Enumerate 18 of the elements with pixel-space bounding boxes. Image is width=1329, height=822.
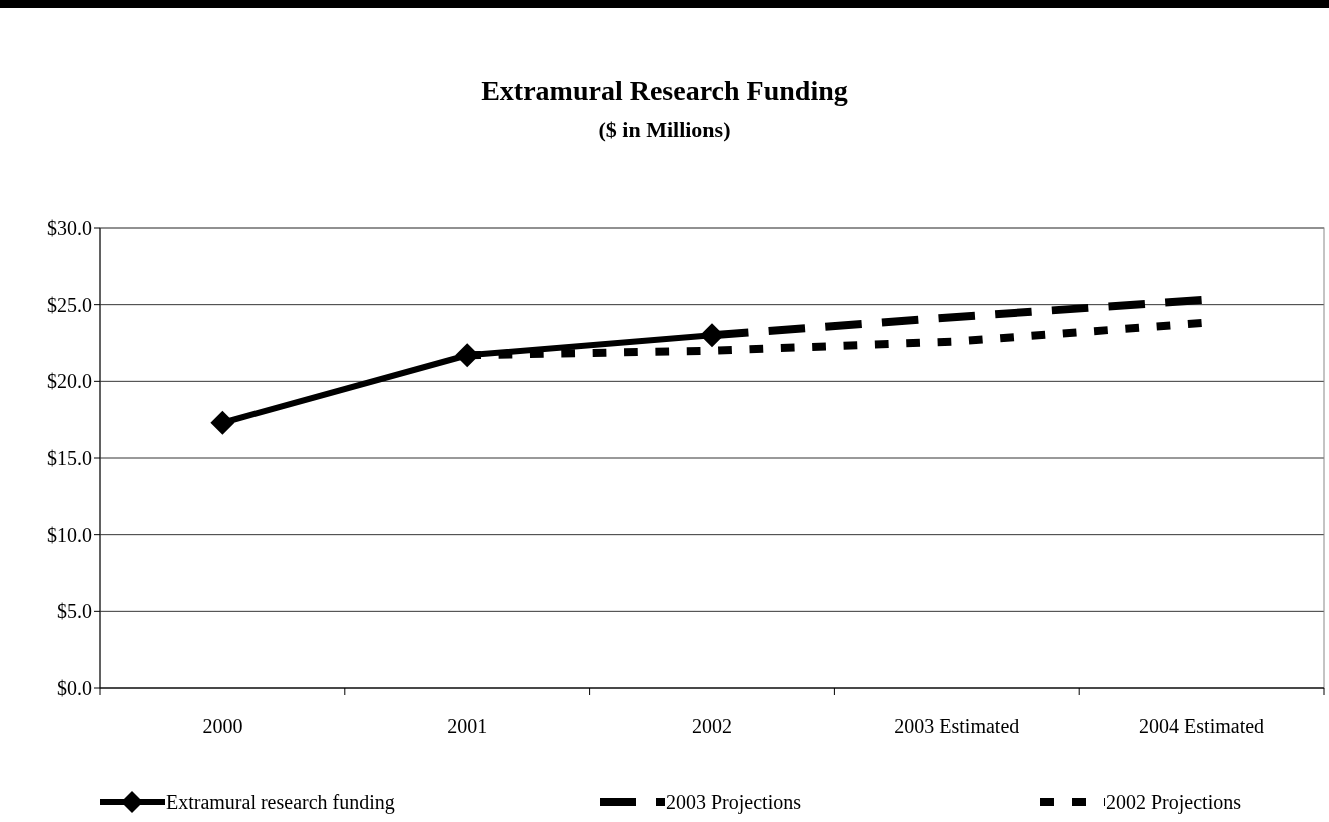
chart-subtitle: ($ in Millions): [598, 117, 731, 142]
x-tick-label: 2004 Estimated: [1139, 715, 1265, 737]
chart-title: Extramural Research Funding: [481, 75, 848, 106]
point: [210, 410, 235, 435]
y-tick-label: $25.0: [47, 293, 92, 316]
x-tick-label: 2000: [202, 715, 243, 737]
y-tick-label: $0.0: [57, 677, 92, 699]
legend-label: 2003 Projections: [666, 791, 802, 814]
x-tick-label: 2002: [692, 715, 732, 737]
y-tick-label: $30.0: [47, 217, 92, 239]
y-tick-label: $10.0: [47, 523, 92, 546]
y-tick-label: $15.0: [47, 447, 92, 469]
y-tick-label: $5.0: [57, 600, 92, 623]
legend-label: 2002 Projections: [1106, 791, 1242, 814]
x-tick-label: 2003 Estimated: [894, 715, 1020, 737]
y-tick-label: $20.0: [47, 370, 92, 393]
x-tick-label: 2001: [447, 715, 488, 737]
legend-label: Extramural research funding: [166, 791, 395, 814]
